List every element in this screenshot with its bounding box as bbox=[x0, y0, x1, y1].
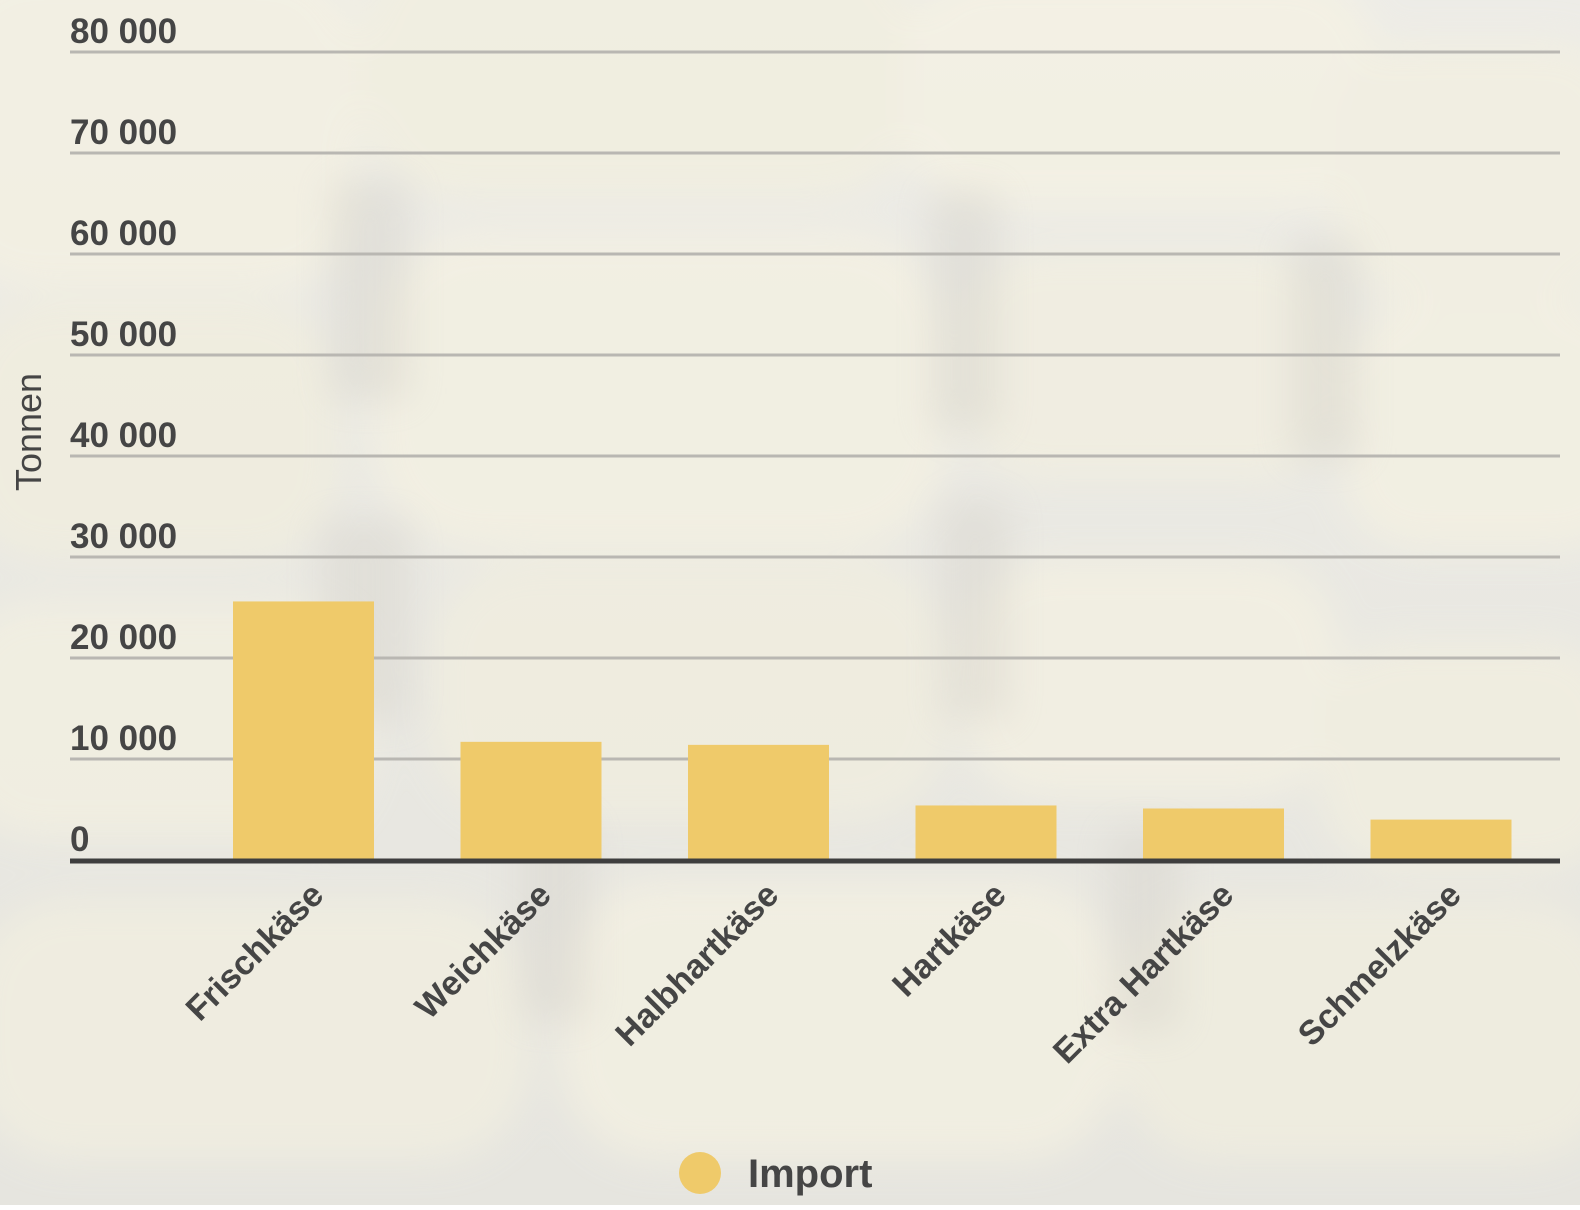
legend-swatch-import bbox=[679, 1152, 721, 1194]
y-tick-label: 70 000 bbox=[70, 113, 177, 152]
legend: Import bbox=[679, 1152, 872, 1196]
y-axis-label: Tonnen bbox=[8, 373, 49, 491]
y-tick-label: 40 000 bbox=[70, 416, 177, 455]
y-tick-label: 80 000 bbox=[70, 12, 177, 51]
y-tick-label: 30 000 bbox=[70, 517, 177, 556]
y-tick-label: 0 bbox=[70, 820, 89, 859]
y-tick-label: 10 000 bbox=[70, 719, 177, 758]
bars bbox=[70, 601, 1560, 864]
y-axis-tick-labels: 0 10 000 20 000 30 000 40 000 50 000 60 000 70 … bbox=[70, 12, 177, 859]
bar-weichkäse bbox=[460, 741, 602, 860]
y-tick-label: 50 000 bbox=[70, 315, 177, 354]
bar-schmelzkäse bbox=[1370, 819, 1512, 860]
legend-label-import: Import bbox=[748, 1152, 872, 1196]
bar-frischkäse bbox=[233, 601, 374, 860]
bar-hartkäse bbox=[915, 805, 1057, 860]
bar-extra-hartkäse bbox=[1143, 808, 1284, 860]
bar-halbhartkäse bbox=[688, 744, 829, 860]
y-tick-label: 60 000 bbox=[70, 214, 177, 253]
y-tick-label: 20 000 bbox=[70, 618, 177, 657]
